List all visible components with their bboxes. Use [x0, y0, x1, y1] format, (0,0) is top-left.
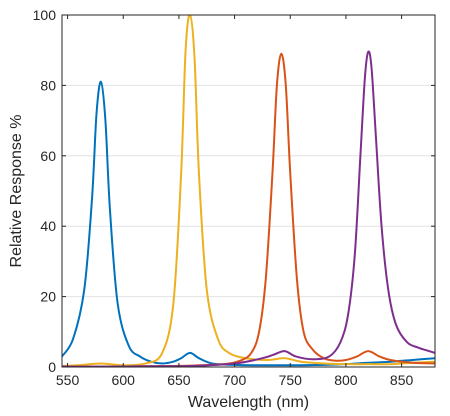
x-tick-label-750: 750 [279, 372, 303, 388]
x-tick-label-600: 600 [112, 372, 136, 388]
y-tick-label-80: 80 [40, 77, 56, 93]
series-line-3 [62, 52, 435, 367]
axis-ticks: 550 600 650 700 750 800 850 0 20 40 60 80 100 [33, 7, 435, 388]
series-lines [62, 15, 435, 367]
y-tick-label-0: 0 [48, 359, 56, 375]
x-tick-label-850: 850 [390, 372, 414, 388]
x-tick-label-700: 700 [223, 372, 247, 388]
series-line-4 [62, 50, 435, 367]
x-tick-label-550: 550 [56, 372, 80, 388]
y-axis-label: Relative Response % [8, 115, 25, 268]
x-tick-label-650: 650 [167, 372, 191, 388]
y-tick-label-60: 60 [40, 148, 56, 164]
series-line-1 [62, 80, 435, 367]
x-tick-label-800: 800 [334, 372, 358, 388]
y-tick-label-40: 40 [40, 218, 56, 234]
y-tick-label-100: 100 [33, 7, 57, 23]
x-axis-label: Wavelength (nm) [188, 394, 309, 411]
y-tick-label-20: 20 [40, 289, 56, 305]
series-line-2 [62, 15, 435, 367]
plot-area-frame [61, 14, 436, 368]
